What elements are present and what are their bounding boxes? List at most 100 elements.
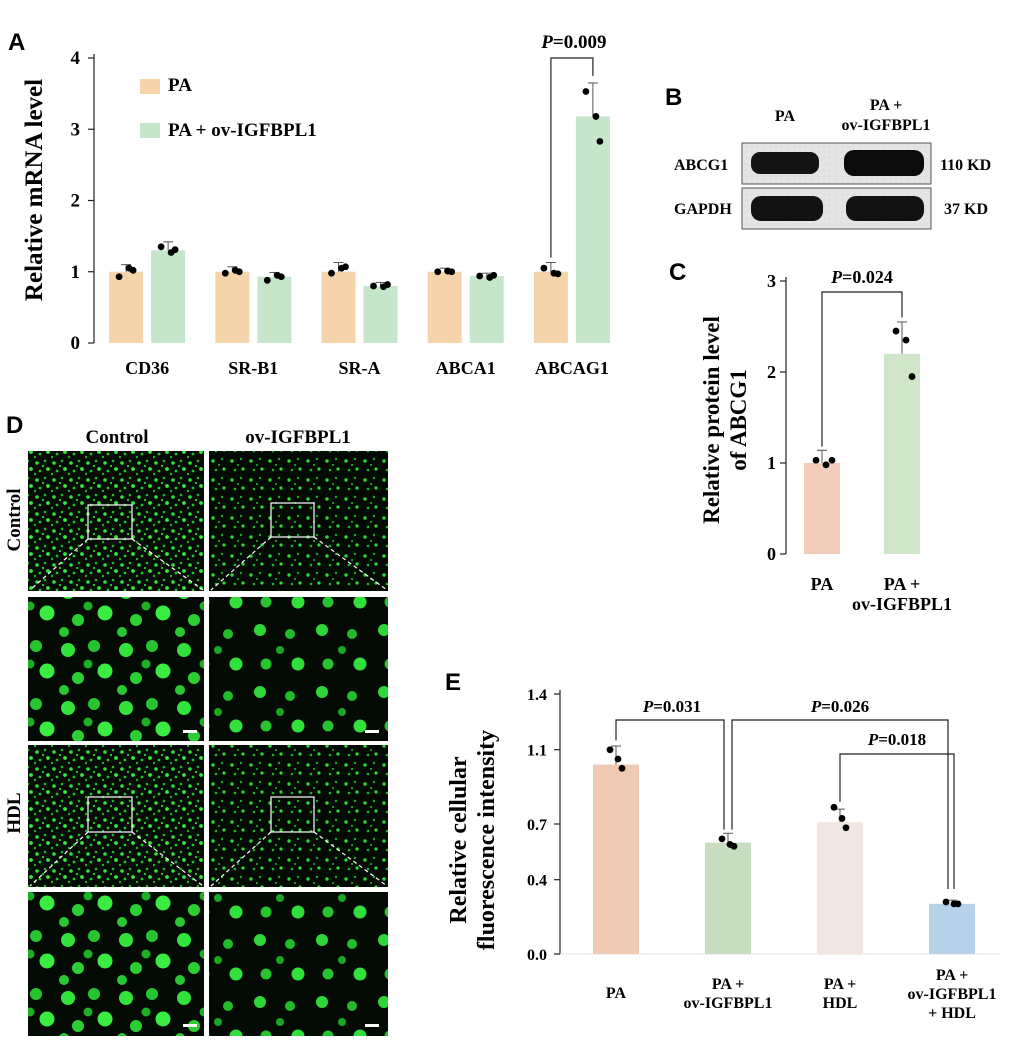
panel-c: C Relative protein level of ABCG1 0 1 2 3 PA… — [669, 259, 952, 614]
significance-bracket — [550, 57, 594, 258]
significance-label: P=0.024 — [830, 267, 893, 287]
data-point — [812, 456, 820, 464]
panel-d: D Control ov-IGFBPL1 Control HDL — [4, 412, 388, 1036]
legend-label-pa: PA — [168, 75, 192, 96]
data-point — [235, 268, 243, 276]
zoom-indicators — [29, 502, 388, 887]
x-tick-label: PA — [606, 985, 627, 1002]
x-tick-label: PA + — [884, 574, 920, 594]
panel-c-ylabel-line1: Relative protein level — [699, 316, 724, 524]
blot-gapdh-band-pa-ov — [846, 196, 924, 221]
significance-label: P=0.009 — [540, 32, 606, 53]
data-point — [830, 803, 838, 811]
x-tick-label: SR-B1 — [228, 358, 278, 378]
y-tick-label: 0 — [767, 544, 776, 564]
data-point — [342, 263, 349, 271]
scale-bar — [365, 730, 379, 733]
blot-col-pa: PA — [775, 108, 796, 125]
data-point — [115, 273, 123, 281]
x-tick-label: SR-A — [338, 358, 380, 378]
data-point — [328, 269, 335, 277]
significance-label: P=0.018 — [867, 730, 926, 749]
panel-a-legend: PA PA + ov-IGFBPL1 — [140, 75, 317, 141]
data-point — [822, 461, 830, 469]
data-point — [476, 272, 484, 280]
data-point — [171, 246, 179, 254]
x-tick-label: + HDL — [928, 1005, 976, 1022]
micrograph-control-hdl-zoom — [28, 892, 204, 1036]
bar — [427, 271, 462, 343]
data-point — [277, 273, 285, 281]
data-point — [448, 268, 456, 276]
zoom-line — [131, 831, 204, 887]
panel-d-row-hdl: HDL — [4, 792, 25, 833]
data-point — [370, 282, 377, 290]
y-tick-label: 2 — [71, 191, 81, 212]
data-point — [614, 755, 622, 763]
data-point — [892, 327, 900, 335]
bar — [151, 250, 186, 343]
panel-b: B PA PA + ov-IGFBPL1 ABCG1 110 KD GAPDH … — [665, 84, 991, 230]
data-point — [540, 264, 548, 272]
bar — [884, 353, 920, 554]
y-tick-label: 3 — [767, 271, 776, 291]
panel-d-letter: D — [6, 412, 23, 439]
x-tick-label: ABCAG1 — [535, 358, 609, 378]
y-tick-label: 0.4 — [527, 873, 547, 890]
blot-abcg1-band-pa-ov — [844, 150, 924, 176]
panel-c-plot: 0 1 2 3 PA PA +ov-IGFBPL1 P=0.024 — [767, 267, 952, 614]
data-point — [490, 271, 498, 279]
data-point — [842, 824, 850, 832]
blot-col-pa-ov-line1: PA + — [870, 97, 902, 114]
blot-gapdh-band-pa — [751, 196, 823, 221]
zoom-line — [210, 536, 272, 591]
zoom-box — [270, 796, 315, 833]
data-point — [263, 276, 271, 284]
y-tick-label: 4 — [71, 48, 81, 69]
bar — [705, 842, 751, 954]
scale-bar — [183, 1024, 197, 1027]
bar — [575, 116, 610, 343]
x-tick-label: PA + — [824, 976, 856, 993]
panel-d-col-control: Control — [86, 427, 149, 448]
micrograph-ov-hdl-overview — [209, 745, 388, 887]
micrograph-ov-control-overview — [209, 451, 388, 591]
panel-c-letter: C — [669, 259, 686, 286]
legend-swatch-pa-ov — [140, 123, 160, 138]
micrograph-control-control-overview — [28, 451, 204, 591]
significance-bracket — [821, 291, 903, 447]
blot-size-abcg1: 110 KD — [940, 157, 991, 174]
data-point — [384, 281, 391, 288]
bar — [257, 276, 292, 343]
bar — [363, 286, 398, 343]
panel-d-row-control: Control — [4, 489, 25, 552]
x-tick-label: ABCA1 — [436, 358, 496, 378]
zoom-line — [131, 538, 204, 591]
scale-bar — [183, 730, 197, 733]
significance-bracket — [839, 753, 955, 889]
data-point — [129, 266, 137, 274]
data-point — [730, 842, 738, 850]
data-point — [592, 113, 600, 120]
blot-row-gapdh: GAPDH — [674, 201, 732, 218]
x-tick-label: ov-IGFBPL1 — [684, 995, 773, 1012]
panel-e-letter: E — [445, 669, 461, 696]
y-tick-label: 0.0 — [527, 947, 547, 964]
y-tick-label: 0 — [71, 333, 81, 354]
blot-row-abcg1: ABCG1 — [674, 157, 728, 174]
data-point — [954, 900, 962, 908]
significance-label: P=0.031 — [642, 697, 701, 716]
micrograph-control-hdl-overview — [28, 745, 204, 887]
zoom-line — [29, 538, 89, 591]
y-tick-label: 2 — [767, 362, 776, 382]
x-tick-label: PA — [811, 574, 834, 594]
x-tick-label: PA + — [936, 967, 968, 984]
zoom-box — [87, 504, 133, 540]
bar — [321, 271, 356, 343]
bar — [215, 271, 250, 343]
y-tick-label: 1 — [767, 453, 776, 473]
data-point — [582, 88, 590, 95]
zoom-line — [313, 536, 388, 591]
zoom-line — [313, 831, 388, 887]
